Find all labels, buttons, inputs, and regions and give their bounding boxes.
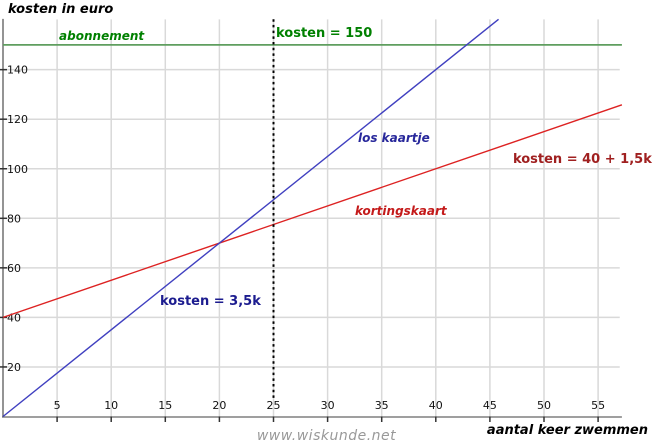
x-tick-label: 40	[429, 399, 443, 412]
y-tick-label: 20	[7, 361, 21, 374]
x-tick-label: 15	[158, 399, 172, 412]
y-tick-label: 140	[7, 64, 28, 77]
y-tick-label: 100	[7, 163, 28, 176]
series-line-kortingskaart	[2, 104, 623, 319]
x-tick-label: 10	[104, 399, 118, 412]
annotation-kosten-150-label: kosten = 150	[276, 26, 372, 41]
x-tick-label: 50	[537, 399, 551, 412]
y-tick-label: 120	[7, 113, 28, 126]
x-tick-label: 5	[54, 399, 61, 412]
x-tick-label: 20	[212, 399, 226, 412]
x-tick-label: 35	[375, 399, 389, 412]
y-tick-label: 80	[7, 212, 21, 225]
x-tick-label: 25	[267, 399, 281, 412]
annotation-abonnement-label: abonnement	[59, 29, 145, 43]
x-tick-label: 55	[591, 399, 605, 412]
y-tick-label: 60	[7, 262, 21, 275]
x-tick-label: 30	[321, 399, 335, 412]
annotation-kortingskaart-label: kortingskaart	[355, 204, 448, 218]
annotation-kosten-40-15k-label: kosten = 40 + 1,5k	[513, 152, 652, 167]
y-axis-title: kosten in euro	[8, 2, 114, 17]
annotation-kosten-35k-label: kosten = 3,5k	[160, 294, 261, 309]
x-tick-label: 45	[483, 399, 497, 412]
series-line-los-kaartje	[2, 18, 499, 418]
annotation-los-kaartje-label: los kaartje	[358, 131, 430, 145]
watermark: www.wiskunde.net	[256, 428, 397, 444]
x-axis-title: aantal keer zwemmen	[486, 423, 648, 438]
